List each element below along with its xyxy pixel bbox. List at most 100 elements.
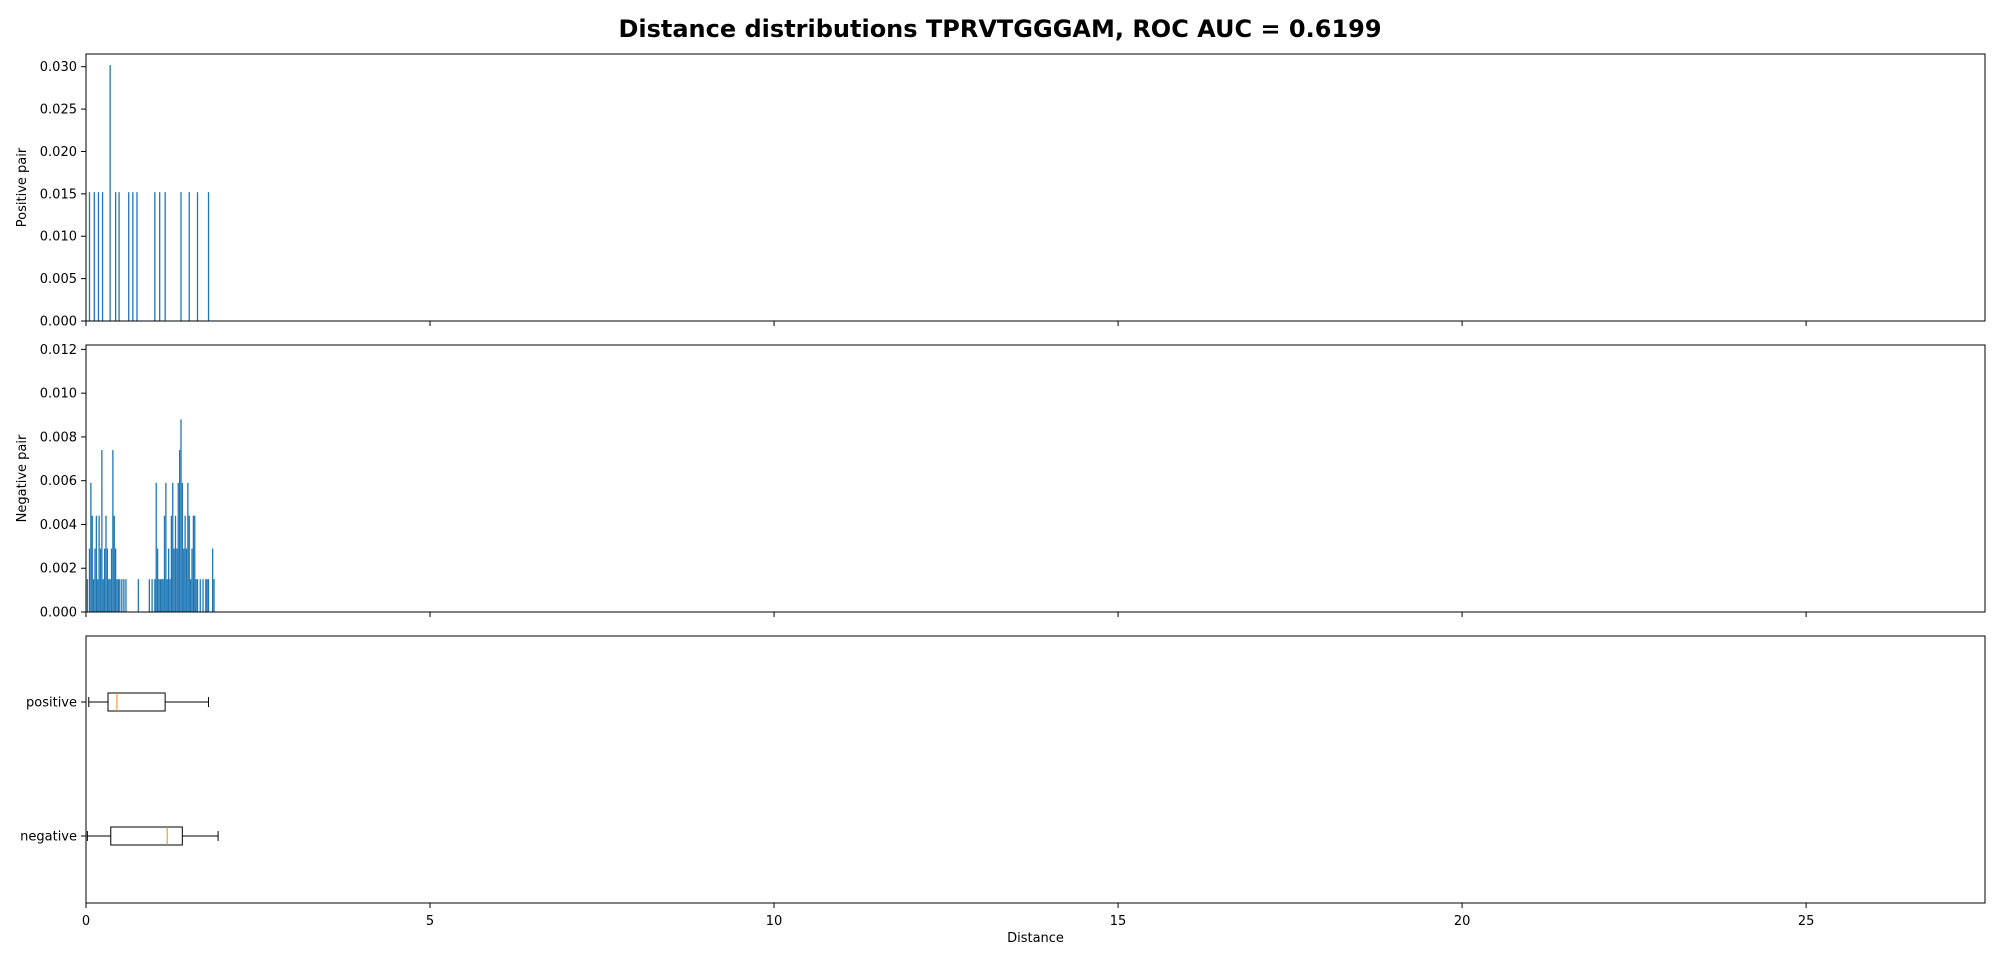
- histogram-bar: [88, 192, 91, 321]
- histogram-bar: [148, 579, 150, 612]
- histogram-bar: [105, 515, 107, 612]
- y-tick-label: 0.005: [40, 272, 77, 287]
- histogram-bar: [188, 192, 190, 321]
- boxplot-panel: positive negative 0 5 10 15 20 25 Distance: [20, 635, 1986, 946]
- y-tick-label: 0.004: [40, 518, 77, 533]
- histogram-bar: [205, 579, 207, 612]
- histogram-bar: [132, 192, 134, 321]
- y-tick-label: 0.002: [40, 562, 77, 577]
- y-tick-label: 0.006: [40, 474, 77, 489]
- interquartile-box: [110, 826, 183, 846]
- axes-frame: [85, 344, 1986, 613]
- histogram-bar: [136, 192, 138, 321]
- histogram-bar: [187, 482, 189, 612]
- histogram-bar: [183, 548, 185, 612]
- histogram-bar: [172, 482, 174, 612]
- histogram-bar: [94, 548, 96, 612]
- histogram-bar: [106, 548, 109, 612]
- histogram-bar: [103, 548, 106, 612]
- histogram-bar: [207, 192, 210, 321]
- histogram-bar: [207, 579, 210, 612]
- figure-title: Distance distributions TPRVTGGGAM, ROC A…: [618, 15, 1381, 43]
- histogram-bar: [212, 548, 214, 612]
- histogram-bar: [137, 579, 139, 612]
- y-tick-label: 0.025: [40, 103, 77, 118]
- histogram-bar: [90, 482, 92, 612]
- histogram-bar: [194, 515, 196, 612]
- histogram-bar: [114, 192, 117, 321]
- histogram-bar: [184, 515, 186, 612]
- histogram-bar: [159, 192, 161, 321]
- histogram-bar: [91, 515, 93, 612]
- y-tick-label: 0.015: [40, 187, 77, 202]
- histogram-bar: [189, 579, 192, 612]
- x-tick-label: 10: [766, 914, 783, 929]
- histogram-bar: [99, 548, 102, 612]
- histogram-bar: [98, 515, 100, 612]
- histogram-bar: [188, 515, 190, 612]
- y-axis-label: Negative pair: [15, 434, 30, 522]
- x-tick-label: 25: [1798, 914, 1815, 929]
- x-tick-label: 5: [426, 914, 434, 929]
- histogram-bar: [88, 548, 91, 612]
- histogram-bar: [151, 579, 153, 612]
- positive-box: [88, 692, 209, 712]
- histogram-bar: [86, 579, 89, 612]
- y-tick-label: 0.012: [40, 343, 77, 358]
- histogram-bar: [93, 192, 95, 321]
- x-tick-label: 15: [1110, 914, 1127, 929]
- histogram-bar: [128, 192, 130, 321]
- histogram-bar: [185, 548, 188, 612]
- negative-box: [86, 826, 219, 846]
- histogram-bar: [119, 579, 121, 612]
- y-tick-label: 0.030: [40, 60, 77, 75]
- histogram-bar: [162, 579, 164, 612]
- histogram-bar: [196, 579, 199, 612]
- y-tick-label: 0.000: [40, 315, 77, 330]
- y-tick-label: 0.010: [40, 230, 77, 245]
- category-label: positive: [26, 696, 77, 711]
- negative-histogram-panel: 0.000 0.002 0.004 0.006 0.008 0.010 0.012 Negat…: [15, 343, 1986, 621]
- histogram-bar: [161, 579, 163, 612]
- histogram-bar: [173, 548, 175, 612]
- histogram-bar: [116, 579, 118, 612]
- histogram-bar: [125, 579, 127, 612]
- histogram-bar: [191, 548, 193, 612]
- x-axis-label: Distance: [1007, 931, 1064, 946]
- y-tick-label: 0.020: [40, 145, 77, 160]
- histogram-bar: [177, 482, 179, 612]
- histogram-bar: [176, 548, 178, 612]
- histogram-bar: [206, 579, 208, 612]
- histogram-bar: [195, 579, 197, 612]
- histogram-bar: [113, 515, 115, 612]
- axes-frame: [85, 635, 1986, 904]
- histogram-bar: [164, 192, 166, 321]
- histogram-bar: [159, 579, 162, 612]
- histogram-bar: [110, 548, 113, 612]
- histogram-bar: [181, 482, 184, 612]
- histogram-bar: [169, 579, 171, 612]
- histogram-bar: [114, 548, 117, 612]
- histogram-bar: [101, 450, 103, 612]
- histogram-bar: [109, 65, 111, 322]
- histogram-bar: [112, 450, 114, 612]
- histogram-bar: [174, 515, 177, 612]
- histogram-bar: [170, 515, 173, 612]
- axes-frame: [85, 53, 1986, 322]
- histogram-bar: [154, 579, 156, 612]
- y-tick-label: 0.008: [40, 430, 77, 445]
- interquartile-box: [107, 692, 166, 712]
- histogram-bar: [166, 579, 168, 612]
- histogram-bar: [97, 192, 100, 321]
- positive-histogram-panel: 0.000 0.005 0.010 0.015 0.020 0.025 0.030 Posit…: [15, 53, 1986, 330]
- histogram-bar: [123, 579, 125, 612]
- histogram-bar: [202, 579, 204, 612]
- histogram-bar: [167, 548, 170, 612]
- histogram-bar: [109, 579, 111, 612]
- histogram-bar: [101, 192, 104, 321]
- histogram-bar: [156, 548, 159, 612]
- histogram-bar: [213, 579, 215, 612]
- y-axis-label: Positive pair: [15, 147, 30, 227]
- histogram-bar: [117, 579, 120, 612]
- histogram-bar: [163, 515, 166, 612]
